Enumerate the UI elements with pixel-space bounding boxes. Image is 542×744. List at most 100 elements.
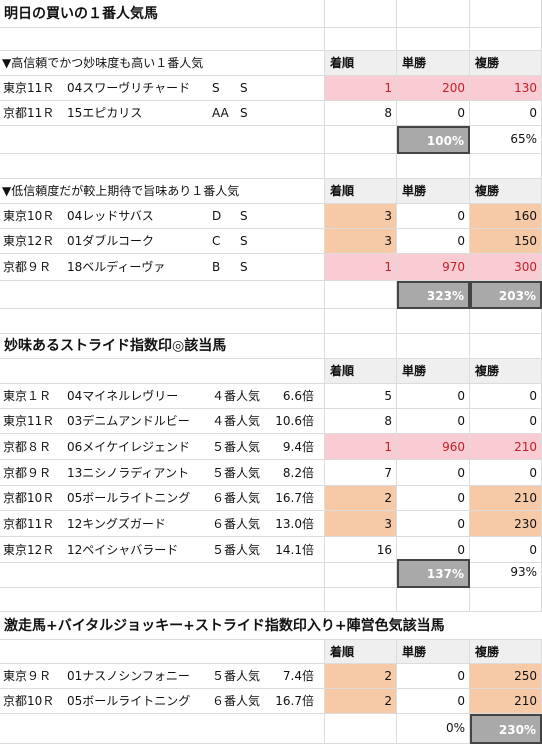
place-cell[interactable]: 230 bbox=[470, 511, 542, 537]
win-cell[interactable]: 0 bbox=[397, 486, 470, 511]
win-total[interactable]: 100% bbox=[397, 126, 470, 154]
place-cell[interactable]: 210 bbox=[470, 689, 542, 714]
cell[interactable] bbox=[0, 154, 325, 179]
cell[interactable] bbox=[325, 714, 397, 744]
place-cell[interactable]: 300 bbox=[470, 254, 542, 281]
entry-cell[interactable]: 東京１Ｒ 04マイネルレヴリー ４番人気 6.6倍 bbox=[0, 384, 325, 409]
table-row[interactable]: 東京９Ｒ 01ナスノシンフォニー ５番人気 7.4倍 2 0 250 bbox=[0, 664, 542, 689]
cell[interactable] bbox=[325, 334, 397, 359]
rank-cell[interactable]: 7 bbox=[325, 460, 397, 486]
win-cell[interactable]: 0 bbox=[397, 511, 470, 537]
place-cell[interactable]: 0 bbox=[470, 101, 542, 126]
cell[interactable] bbox=[470, 0, 542, 28]
rank-cell[interactable]: 3 bbox=[325, 204, 397, 229]
entry-cell[interactable]: 東京12Ｒ 01ダブルコーク C S bbox=[0, 229, 325, 254]
cell[interactable] bbox=[397, 0, 470, 28]
entry-cell[interactable]: 東京11Ｒ 04スワーヴリチャード S S bbox=[0, 76, 325, 101]
cell[interactable] bbox=[470, 334, 542, 359]
cell[interactable] bbox=[397, 28, 470, 51]
entry-cell[interactable]: 東京９Ｒ 01ナスノシンフォニー ５番人気 7.4倍 bbox=[0, 664, 325, 689]
table-row[interactable]: 京都11Ｒ 15エピカリス AA S 8 0 0 bbox=[0, 101, 542, 126]
win-cell[interactable]: 0 bbox=[397, 664, 470, 689]
place-total[interactable]: 93% bbox=[470, 559, 542, 588]
win-cell[interactable]: 0 bbox=[397, 101, 470, 126]
cell[interactable] bbox=[325, 559, 397, 588]
rank-cell[interactable]: 8 bbox=[325, 101, 397, 126]
win-cell[interactable]: 0 bbox=[397, 409, 470, 434]
rank-cell[interactable]: 1 bbox=[325, 434, 397, 460]
rank-cell[interactable]: 2 bbox=[325, 689, 397, 714]
entry-cell[interactable]: 京都11Ｒ 15エピカリス AA S bbox=[0, 101, 325, 126]
win-total[interactable]: 323% bbox=[397, 281, 470, 309]
entry-cell[interactable]: 京都11Ｒ 12キングズガード ６番人気 13.0倍 bbox=[0, 511, 325, 537]
table-row[interactable]: 京都９Ｒ 18ベルディーヴァ B S 1 970 300 bbox=[0, 254, 542, 281]
place-total[interactable]: 230% bbox=[470, 714, 542, 744]
entry-cell[interactable]: 東京11Ｒ 03デニムアンドルビー ４番人気 10.6倍 bbox=[0, 409, 325, 434]
place-cell[interactable]: 150 bbox=[470, 229, 542, 254]
entry-cell[interactable]: 東京12Ｒ 12ペイシャバラード ５番人気 14.1倍 bbox=[0, 537, 325, 563]
cell[interactable] bbox=[0, 714, 325, 744]
win-cell[interactable]: 960 bbox=[397, 434, 470, 460]
win-cell[interactable]: 0 bbox=[397, 384, 470, 409]
cell[interactable] bbox=[0, 28, 325, 51]
table-row[interactable]: 京都10Ｒ 05ボールライトニング ６番人気 16.7倍 2 0 210 bbox=[0, 689, 542, 714]
entry-cell[interactable]: 京都10Ｒ 05ボールライトニング ６番人気 16.7倍 bbox=[0, 486, 325, 511]
table-row[interactable]: 東京10Ｒ 04レッドサバス D S 3 0 160 bbox=[0, 204, 542, 229]
cell[interactable] bbox=[397, 588, 470, 612]
cell[interactable] bbox=[397, 154, 470, 179]
win-cell[interactable]: 0 bbox=[397, 689, 470, 714]
place-cell[interactable]: 0 bbox=[470, 460, 542, 486]
rank-cell[interactable]: 1 bbox=[325, 254, 397, 281]
rank-cell[interactable]: 1 bbox=[325, 76, 397, 101]
entry-cell[interactable]: 京都９Ｒ 18ベルディーヴァ B S bbox=[0, 254, 325, 281]
win-cell[interactable]: 0 bbox=[397, 460, 470, 486]
cell[interactable] bbox=[325, 28, 397, 51]
win-total[interactable]: 137% bbox=[397, 559, 470, 588]
place-cell[interactable]: 0 bbox=[470, 384, 542, 409]
place-cell[interactable]: 210 bbox=[470, 486, 542, 511]
table-row[interactable]: 京都９Ｒ 13ニシノラディアント ５番人気 8.2倍 7 0 0 bbox=[0, 460, 542, 486]
table-row[interactable]: 京都11Ｒ 12キングズガード ６番人気 13.0倍 3 0 230 bbox=[0, 511, 542, 537]
table-row[interactable]: 東京12Ｒ 01ダブルコーク C S 3 0 150 bbox=[0, 229, 542, 254]
cell[interactable] bbox=[0, 559, 325, 588]
table-row[interactable]: 東京11Ｒ 04スワーヴリチャード S S 1 200 130 bbox=[0, 76, 542, 101]
win-cell[interactable]: 970 bbox=[397, 254, 470, 281]
cell[interactable] bbox=[470, 309, 542, 334]
place-total[interactable]: 203% bbox=[470, 281, 542, 309]
entry-cell[interactable]: 京都８Ｒ 06メイケイレジェンド ５番人気 9.4倍 bbox=[0, 434, 325, 460]
place-cell[interactable]: 210 bbox=[470, 434, 542, 460]
table-row[interactable]: 京都10Ｒ 05ボールライトニング ６番人気 16.7倍 2 0 210 bbox=[0, 486, 542, 511]
cell[interactable] bbox=[0, 281, 325, 309]
cell[interactable] bbox=[470, 588, 542, 612]
rank-cell[interactable]: 16 bbox=[325, 537, 397, 563]
cell[interactable] bbox=[397, 334, 470, 359]
cell[interactable] bbox=[397, 309, 470, 334]
table-row[interactable]: 東京12Ｒ 12ペイシャバラード ５番人気 14.1倍 16 0 0 bbox=[0, 537, 542, 563]
cell[interactable] bbox=[0, 309, 325, 334]
entry-cell[interactable]: 京都10Ｒ 05ボールライトニング ６番人気 16.7倍 bbox=[0, 689, 325, 714]
cell[interactable] bbox=[325, 0, 397, 28]
rank-cell[interactable]: 2 bbox=[325, 486, 397, 511]
place-cell[interactable]: 250 bbox=[470, 664, 542, 689]
cell[interactable] bbox=[325, 154, 397, 179]
table-row[interactable]: 東京１Ｒ 04マイネルレヴリー ４番人気 6.6倍 5 0 0 bbox=[0, 384, 542, 409]
place-cell[interactable]: 160 bbox=[470, 204, 542, 229]
cell[interactable] bbox=[325, 281, 397, 309]
entry-cell[interactable]: 東京10Ｒ 04レッドサバス D S bbox=[0, 204, 325, 229]
rank-cell[interactable]: 3 bbox=[325, 511, 397, 537]
place-cell[interactable]: 130 bbox=[470, 76, 542, 101]
cell[interactable] bbox=[0, 588, 325, 612]
win-cell[interactable]: 200 bbox=[397, 76, 470, 101]
win-total[interactable]: 0% bbox=[397, 714, 470, 744]
cell[interactable] bbox=[0, 126, 325, 154]
rank-cell[interactable]: 2 bbox=[325, 664, 397, 689]
place-total[interactable]: 65% bbox=[470, 126, 542, 154]
cell[interactable] bbox=[325, 309, 397, 334]
cell[interactable] bbox=[470, 154, 542, 179]
cell[interactable] bbox=[325, 588, 397, 612]
table-row[interactable]: 京都８Ｒ 06メイケイレジェンド ５番人気 9.4倍 1 960 210 bbox=[0, 434, 542, 460]
win-cell[interactable]: 0 bbox=[397, 229, 470, 254]
place-cell[interactable]: 0 bbox=[470, 409, 542, 434]
entry-cell[interactable]: 京都９Ｒ 13ニシノラディアント ５番人気 8.2倍 bbox=[0, 460, 325, 486]
cell[interactable] bbox=[470, 28, 542, 51]
